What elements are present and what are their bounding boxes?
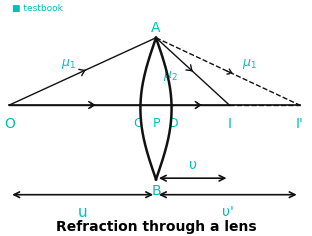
Text: P: P [152,117,160,131]
Text: A: A [151,21,161,35]
Text: u: u [78,205,87,220]
Text: Refraction through a lens: Refraction through a lens [56,220,256,234]
Text: I: I [227,117,231,131]
Text: $\mu_1$: $\mu_1$ [61,57,76,71]
Text: ■ testbook: ■ testbook [12,4,63,13]
Text: υ: υ [189,158,197,172]
Text: D: D [168,117,178,131]
Text: $\mu_1$: $\mu_1$ [242,57,257,71]
Text: O: O [4,117,15,131]
Text: B: B [151,184,161,198]
Text: $\mu_2$: $\mu_2$ [163,68,178,83]
Text: υ': υ' [222,205,234,219]
Text: C: C [133,117,142,131]
Text: I': I' [295,117,304,131]
